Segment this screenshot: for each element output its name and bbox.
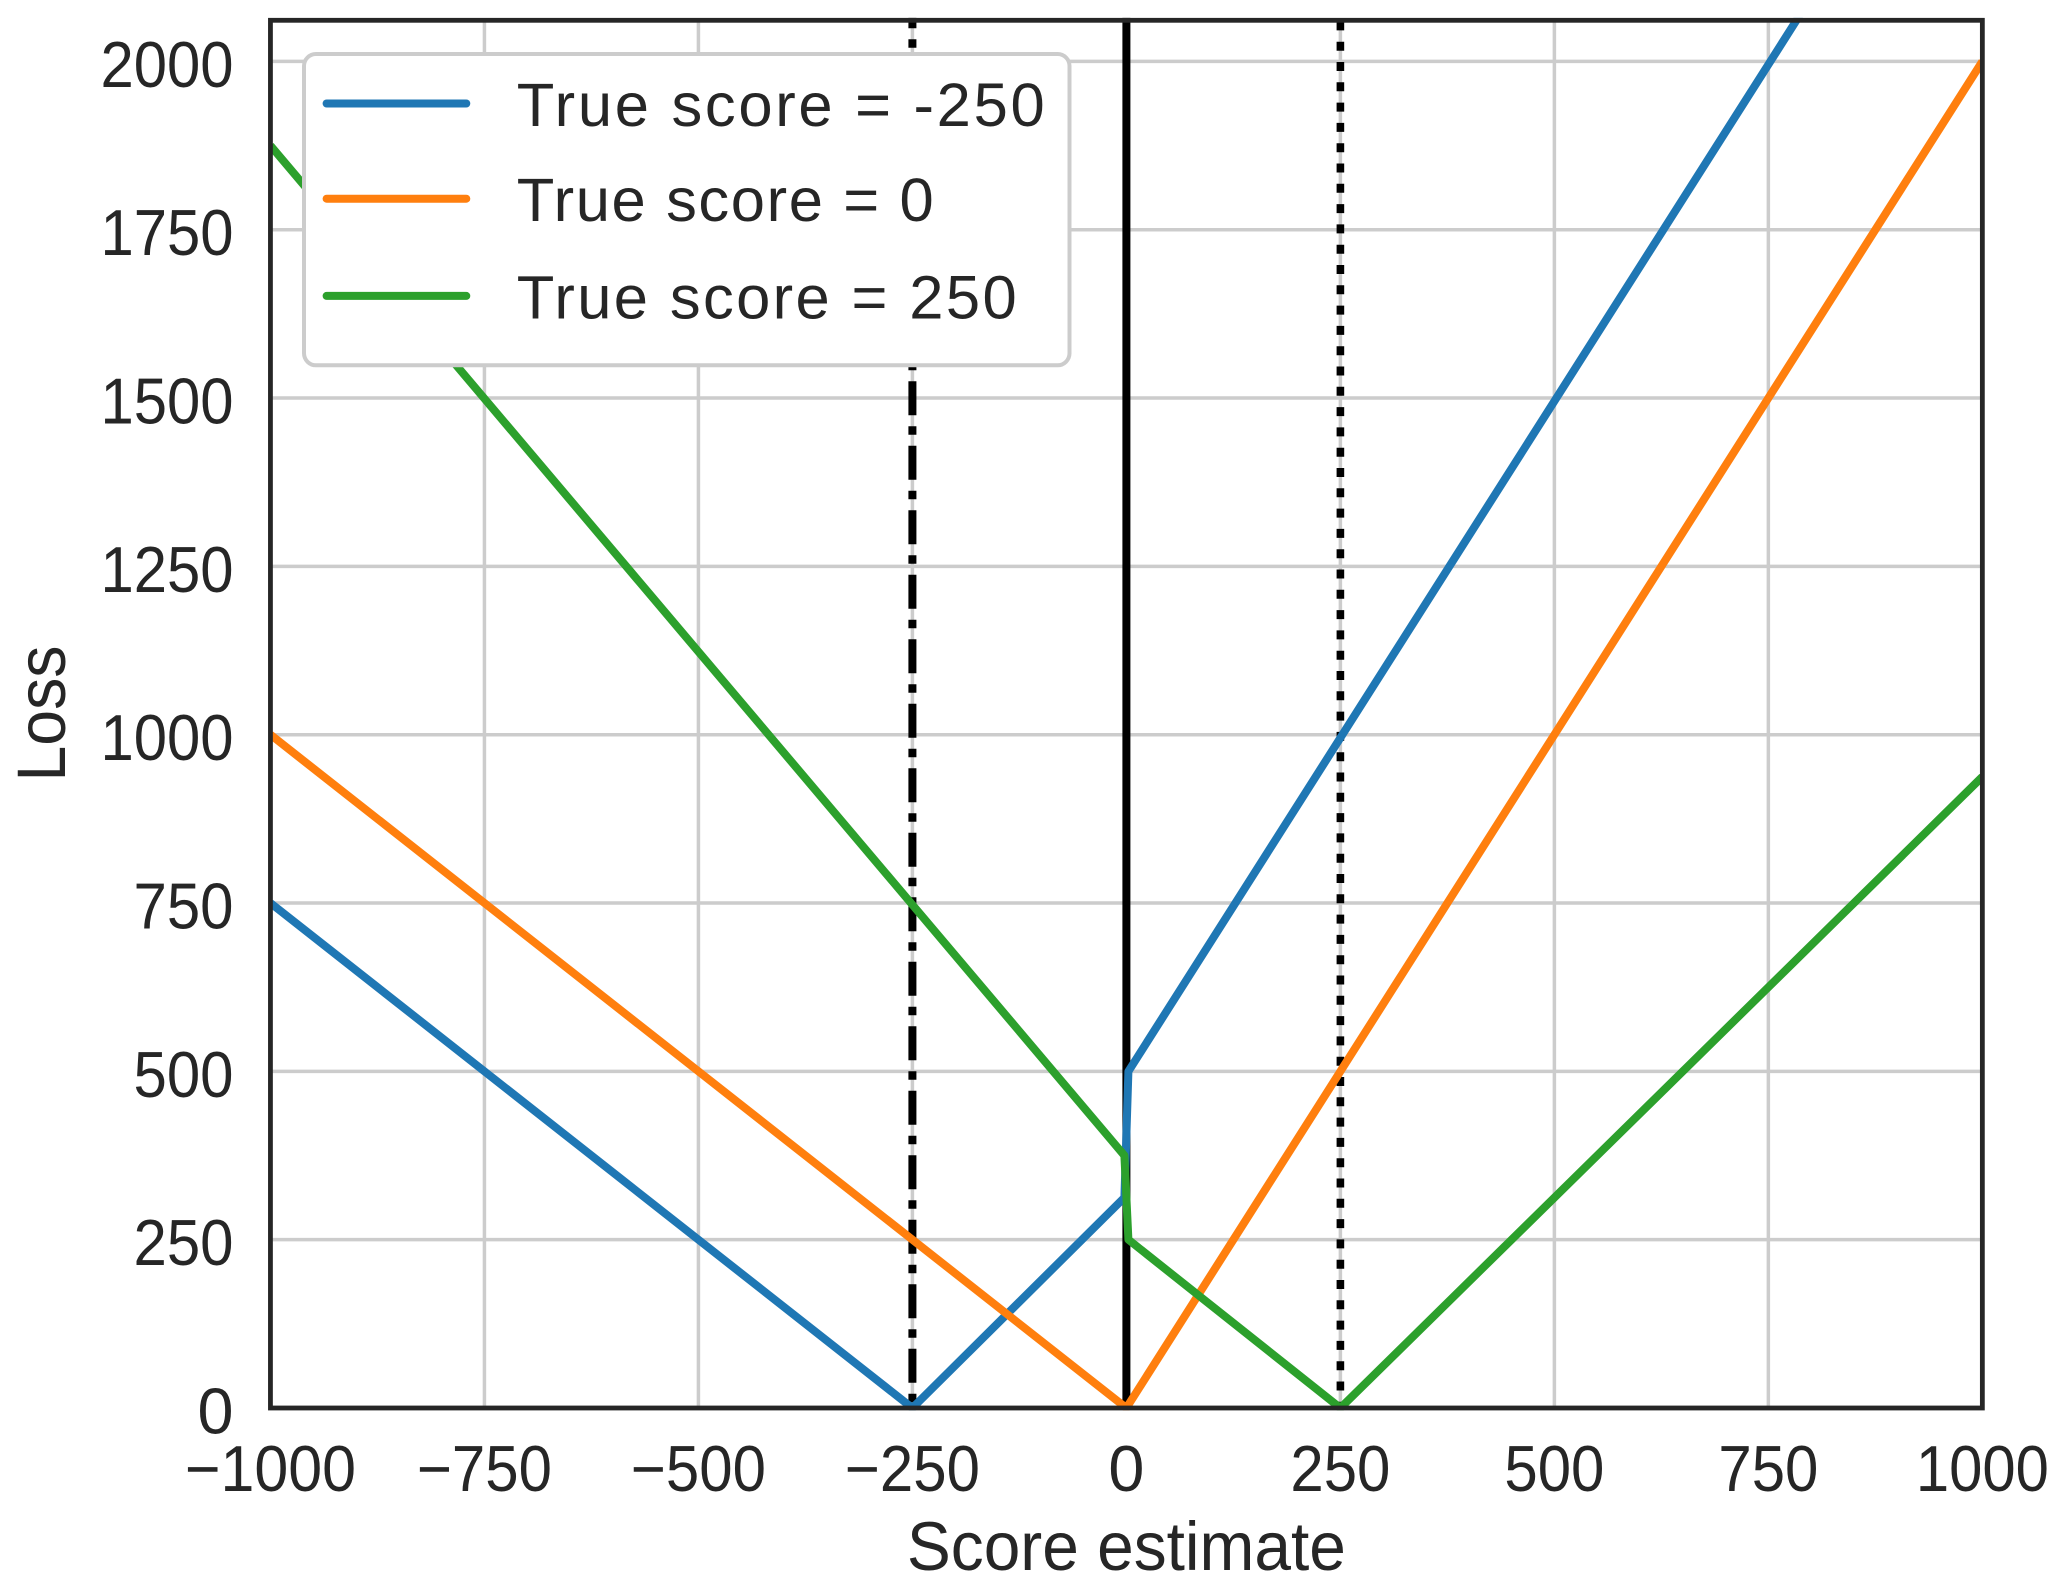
svg-text:0: 0: [1108, 1432, 1144, 1505]
svg-text:−500: −500: [631, 1432, 766, 1505]
svg-text:0: 0: [198, 1375, 234, 1448]
svg-text:True score = -250: True score = -250: [517, 71, 1045, 140]
svg-text:2000: 2000: [101, 28, 234, 101]
svg-text:750: 750: [134, 870, 234, 943]
svg-text:1000: 1000: [101, 701, 234, 774]
svg-text:1250: 1250: [101, 533, 234, 606]
svg-text:−750: −750: [417, 1432, 552, 1505]
svg-text:True score = 250: True score = 250: [517, 263, 1017, 332]
svg-text:250: 250: [134, 1206, 234, 1279]
svg-text:1000: 1000: [1916, 1432, 2049, 1505]
svg-text:750: 750: [1718, 1432, 1818, 1505]
svg-text:Loss: Loss: [4, 646, 80, 782]
svg-text:500: 500: [134, 1038, 234, 1111]
svg-text:500: 500: [1504, 1432, 1604, 1505]
svg-text:−1000: −1000: [185, 1432, 356, 1505]
svg-text:1500: 1500: [101, 365, 234, 438]
svg-text:Score estimate: Score estimate: [907, 1509, 1346, 1585]
svg-text:1750: 1750: [101, 196, 234, 269]
svg-text:250: 250: [1290, 1432, 1390, 1505]
svg-text:True score = 0: True score = 0: [517, 166, 934, 235]
svg-text:−250: −250: [845, 1432, 980, 1505]
